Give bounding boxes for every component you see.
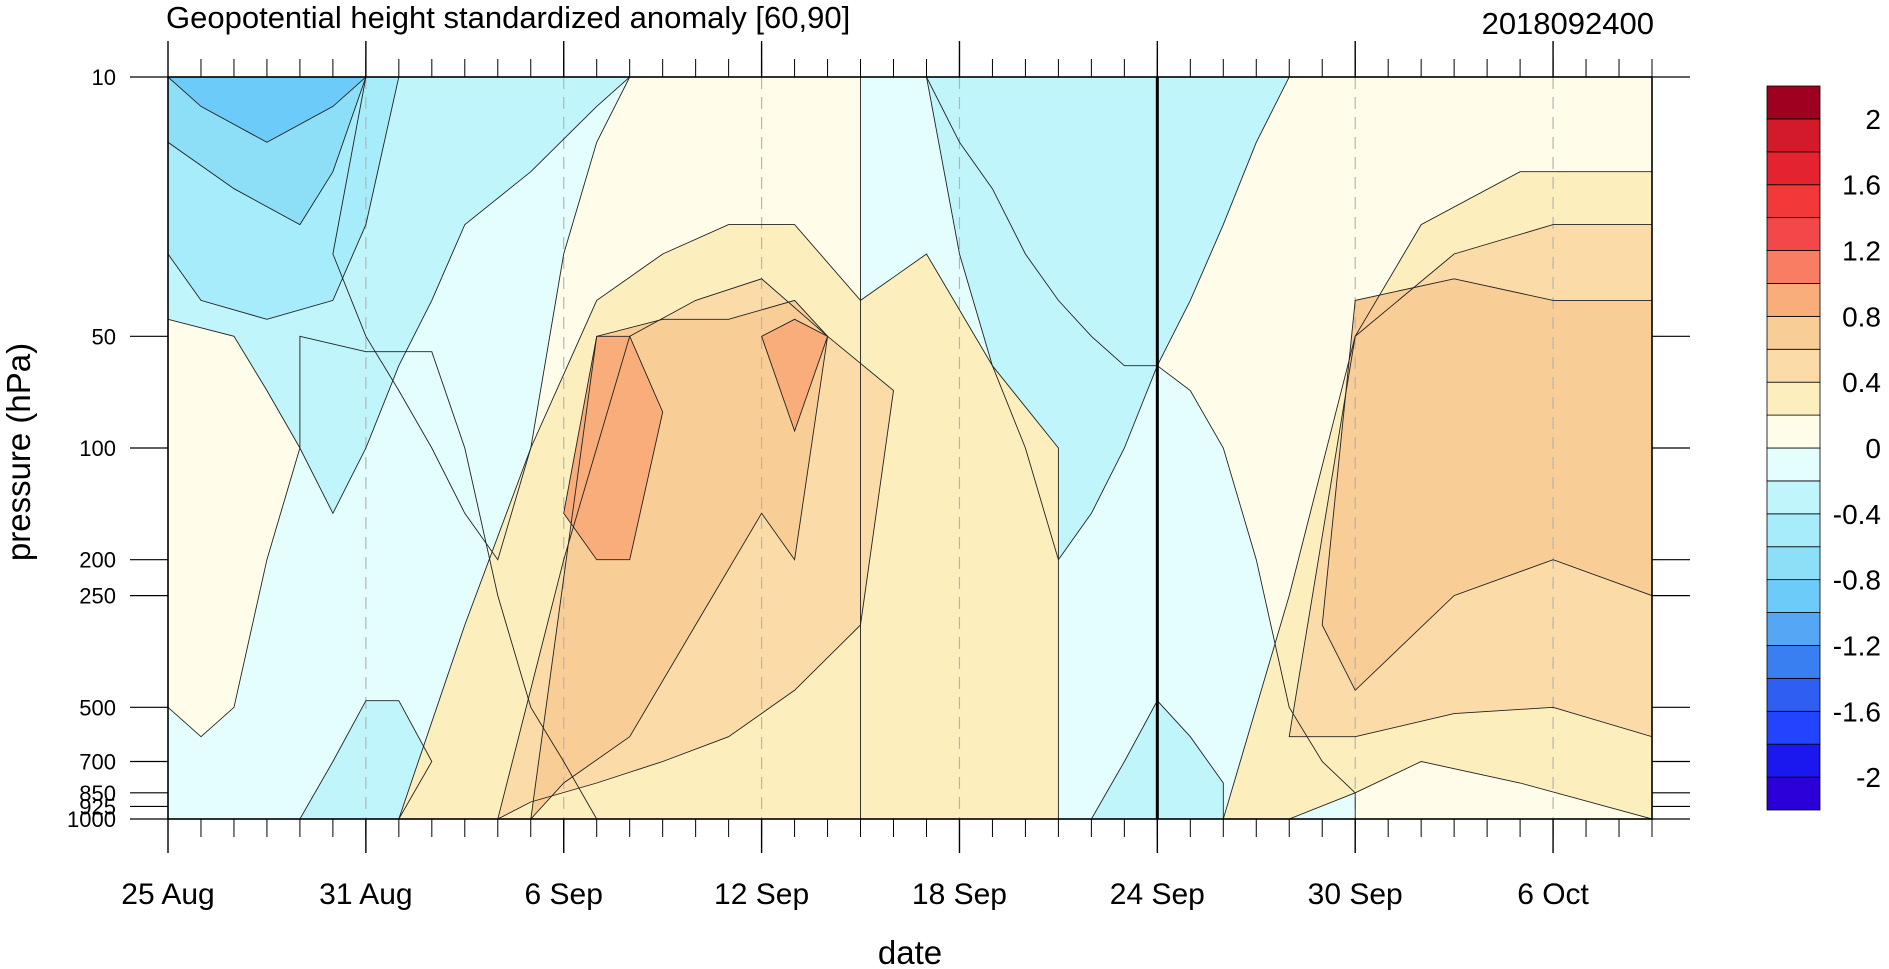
colorbar-cell-2: [1766, 710, 1821, 745]
y-tick-label-0: 10: [92, 65, 116, 90]
contour-line-4: [168, 77, 631, 515]
contour-line-8: [168, 77, 400, 320]
y-tick-label-9: 1000: [67, 807, 116, 832]
y-tick-label-2: 100: [79, 436, 116, 461]
contour-line-18: [761, 318, 829, 433]
colorbar-label-5: 0: [1865, 433, 1881, 464]
contour-line-11: [398, 224, 1059, 819]
contour-line-17: [563, 335, 664, 561]
y-tick-label-3: 200: [79, 548, 116, 573]
colorbar-cell-8: [1766, 513, 1821, 548]
contour-line-7: [1090, 699, 1224, 819]
colorbar-cell-12: [1766, 381, 1821, 416]
x-tick-label-0: 25 Aug: [121, 878, 214, 911]
colorbar-cell-17: [1766, 217, 1821, 251]
colorbar-cell-18: [1766, 184, 1821, 219]
x-tick-label-1: 31 Aug: [319, 878, 412, 911]
colorbar-label-6: -0.4: [1833, 499, 1881, 530]
colorbar-cell-10: [1766, 447, 1821, 482]
contour-line-10: [168, 77, 367, 143]
y-tick-label-5: 500: [79, 695, 116, 720]
colorbar-label-0: 2: [1865, 104, 1881, 135]
x-tick-label-2: 6 Sep: [525, 878, 603, 911]
colorbar-cell-19: [1766, 151, 1821, 186]
colorbar-label-9: -1.6: [1833, 696, 1881, 727]
colorbar-label-1: 1.6: [1842, 170, 1881, 201]
colorbar-cell-13: [1766, 348, 1821, 383]
y-tick-label-7: 850: [79, 781, 116, 806]
axes: 25 Aug 31 Aug 6 Sep 12 Sep 18 Sep 24 Sep 30 Se…: [67, 41, 1690, 911]
colorbar-label-4: 0.4: [1842, 367, 1881, 398]
colorbar: 2 1.6 1.2 0.8 0.4 0 -0.4 -0.8 -1.2 -1.6 -2: [1766, 85, 1881, 811]
contour-line-6: [299, 700, 433, 819]
colorbar-cell-1: [1766, 743, 1821, 778]
colorbar-label-8: -1.2: [1833, 630, 1881, 661]
y-tick-label-6: 700: [79, 750, 116, 775]
contour-line-1: [168, 335, 828, 819]
colorbar-cell-21: [1766, 85, 1821, 120]
x-tick-label-4: 18 Sep: [912, 878, 1007, 911]
y-tick-label-1: 50: [92, 324, 116, 349]
contour-region-17: [563, 336, 663, 560]
plot-area: [168, 77, 1652, 819]
x-tick-label-6: 30 Sep: [1308, 878, 1403, 911]
x-tick-label-7: 6 Oct: [1517, 878, 1589, 911]
colorbar-cell-4: [1766, 645, 1821, 679]
colorbar-label-3: 0.8: [1842, 301, 1881, 332]
y-tick-label-4: 250: [79, 584, 116, 609]
colorbar-cell-6: [1766, 579, 1821, 613]
colorbar-cell-16: [1766, 250, 1821, 284]
colorbar-label-7: -0.8: [1833, 565, 1881, 596]
contour-line-14: [1288, 224, 1652, 738]
contour-line-2: [332, 77, 828, 561]
contour-line-9: [168, 77, 367, 226]
contour-line-3: [860, 77, 1356, 819]
contour-region-5: [926, 77, 1290, 560]
colorbar-cell-7: [1766, 546, 1821, 581]
x-axis-label: date: [878, 934, 942, 969]
filled-contours: [168, 77, 1652, 819]
colorbar-label-10: -2: [1856, 762, 1881, 793]
contour-region-10: [168, 77, 366, 143]
chart-title: Geopotential height standardized anomaly…: [166, 0, 850, 35]
contour-region-16: [1322, 278, 1652, 691]
colorbar-label-2: 1.2: [1842, 236, 1881, 267]
contour-line-13: [497, 278, 894, 819]
colorbar-cell-5: [1766, 612, 1821, 646]
contour-line-12: [1222, 171, 1652, 819]
colorbar-cell-11: [1766, 414, 1821, 449]
x-tick-label-5: 24 Sep: [1110, 878, 1205, 911]
colorbar-cell-20: [1766, 118, 1821, 153]
contour-line-16: [1321, 278, 1652, 692]
x-tick-label-3: 12 Sep: [714, 878, 809, 911]
colorbar-cell-9: [1766, 480, 1821, 515]
colorbar-cell-15: [1766, 283, 1821, 317]
y-tick-label-8: 925: [79, 794, 116, 819]
y-axis-label: pressure (hPa): [0, 343, 37, 561]
colorbar-cell-0: [1766, 776, 1821, 811]
chart-right-title: 2018092400: [1482, 6, 1654, 41]
contour-line-15: [530, 299, 829, 819]
contour-lines: [168, 77, 1652, 819]
contour-region-18: [761, 319, 828, 431]
colorbar-cell-3: [1766, 677, 1821, 712]
colorbar-cell-14: [1766, 315, 1821, 350]
